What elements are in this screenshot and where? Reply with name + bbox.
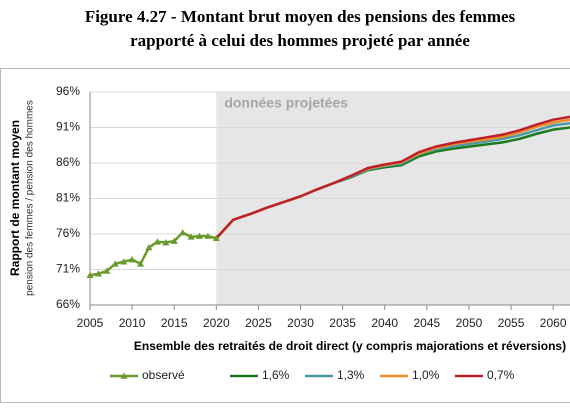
x-tick-label: 2025 [245, 316, 272, 330]
legend-label: 1,0% [412, 368, 440, 382]
legend-label: observé [142, 368, 185, 382]
x-tick-label: 2050 [456, 316, 483, 330]
y-tick-label: 66% [56, 297, 80, 311]
x-tick-label: 2005 [77, 316, 104, 330]
x-tick-label: 2040 [371, 316, 398, 330]
x-tick-label: 2060 [540, 316, 567, 330]
y-tick-label: 96% [56, 84, 80, 98]
y-tick-label: 76% [56, 226, 80, 240]
x-tick-label: 2035 [329, 316, 356, 330]
annotation: données projetées [224, 95, 348, 111]
y-axis-label: Rapport de montant moyen [8, 120, 22, 276]
x-tick-label: 2045 [413, 316, 440, 330]
point-marker [179, 229, 186, 235]
y-tick-label: 86% [56, 155, 80, 169]
chart-title: rapporté à celui des hommes projeté par … [130, 31, 470, 50]
y-tick-label: 71% [56, 262, 80, 276]
chart-title: Figure 4.27 - Montant brut moyen des pen… [85, 7, 516, 26]
x-axis-label: Ensemble des retraités de droit direct (… [134, 339, 566, 353]
y-tick-label: 91% [56, 120, 80, 134]
x-tick-label: 2055 [498, 316, 525, 330]
x-tick-label: 2010 [119, 316, 146, 330]
series-line [90, 233, 216, 276]
y-axis-sublabel: pension des femmes / pension des hommes [25, 100, 36, 296]
legend-label: 0,7% [487, 368, 515, 382]
legend-label: 1,3% [337, 368, 365, 382]
x-tick-label: 2020 [203, 316, 230, 330]
y-tick-label: 81% [56, 191, 80, 205]
legend-label: 1,6% [262, 368, 290, 382]
x-tick-label: 2015 [161, 316, 188, 330]
x-tick-label: 2030 [287, 316, 314, 330]
